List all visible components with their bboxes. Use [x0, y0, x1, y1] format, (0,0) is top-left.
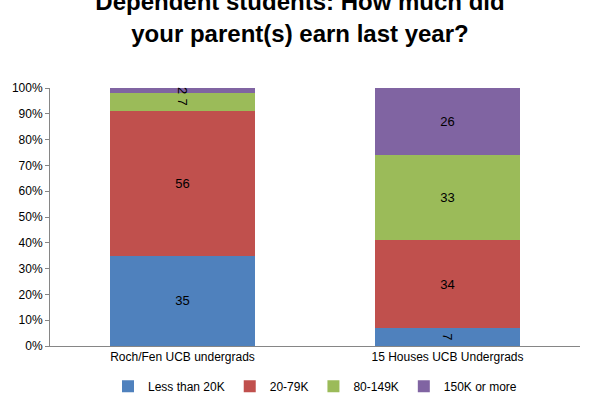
- svg-text:10%: 10%: [19, 313, 43, 327]
- svg-text:90%: 90%: [19, 107, 43, 121]
- svg-text:26: 26: [440, 114, 454, 129]
- svg-text:15 Houses UCB Undergrads: 15 Houses UCB Undergrads: [371, 350, 523, 364]
- svg-text:70%: 70%: [19, 159, 43, 173]
- svg-text:20%: 20%: [19, 288, 43, 302]
- svg-text:20-79K: 20-79K: [270, 380, 309, 394]
- svg-text:33: 33: [440, 190, 454, 205]
- svg-text:60%: 60%: [19, 184, 43, 198]
- svg-text:80%: 80%: [19, 133, 43, 147]
- svg-text:100%: 100%: [12, 81, 43, 95]
- svg-text:80-149K: 80-149K: [353, 380, 398, 394]
- svg-text:Less than 20K: Less than 20K: [148, 380, 225, 394]
- svg-text:0%: 0%: [25, 339, 43, 353]
- svg-text:56: 56: [175, 176, 189, 191]
- svg-text:35: 35: [175, 293, 189, 308]
- svg-text:Roch/Fen UCB undergrads: Roch/Fen UCB undergrads: [110, 350, 255, 364]
- svg-text:34: 34: [440, 277, 454, 292]
- svg-text:2: 2: [175, 87, 190, 94]
- svg-text:50%: 50%: [19, 210, 43, 224]
- svg-text:7: 7: [440, 333, 455, 340]
- svg-text:Dependent students: How much d: Dependent students: How much didyour par…: [95, 0, 504, 47]
- svg-text:30%: 30%: [19, 262, 43, 276]
- svg-text:150K or more: 150K or more: [444, 380, 517, 394]
- svg-text:40%: 40%: [19, 236, 43, 250]
- svg-text:7: 7: [175, 99, 190, 106]
